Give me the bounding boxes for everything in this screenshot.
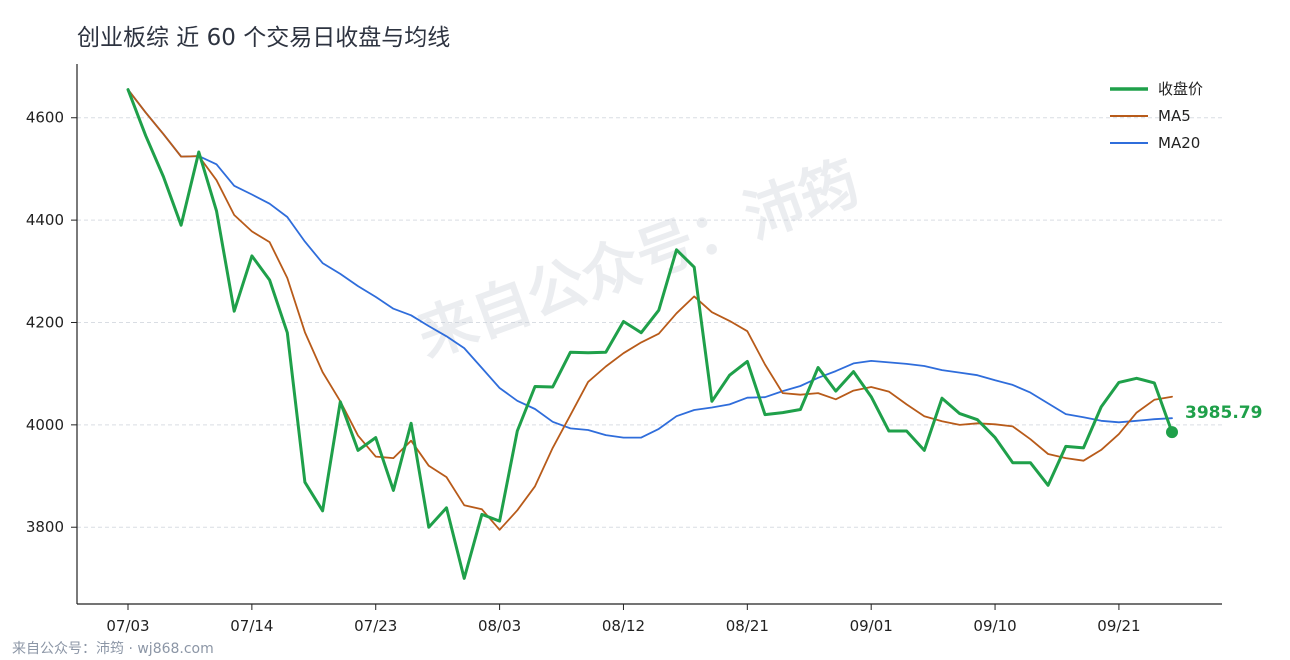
legend: 收盘价 MA5 MA20: [1110, 80, 1203, 152]
x-tick-label: 09/01: [850, 617, 893, 635]
series-line-ma5: [127, 88, 1173, 531]
x-tick-label: 08/03: [478, 617, 521, 635]
chart-title: 创业板综 近 60 个交易日收盘与均线: [77, 25, 451, 51]
last-point-marker: [1166, 426, 1178, 439]
x-tick-label: 08/12: [602, 617, 645, 635]
x-tick-label: 09/10: [973, 617, 1016, 635]
source-footer: 来自公众号：沛筠 · wj868.com: [12, 641, 214, 657]
y-tick-label: 4400: [26, 211, 64, 229]
x-tick-label: 07/23: [354, 617, 397, 635]
series-line-close: [126, 88, 1174, 580]
x-tick-label: 07/14: [230, 617, 273, 635]
axes: 3800 4000 4200 4400 4600 07/03 07/14 07/23 08/03…: [26, 64, 1222, 635]
x-tick-label: 07/03: [106, 617, 149, 635]
y-tick-label: 3800: [26, 518, 64, 536]
last-value-label: 3985.79: [1185, 403, 1262, 423]
legend-label: MA20: [1158, 134, 1200, 152]
series-line-ma20: [127, 88, 1173, 439]
y-tick-label: 4600: [26, 109, 64, 127]
legend-label: MA5: [1158, 107, 1191, 125]
grid-lines: [77, 117, 1222, 528]
y-tick-label: 4000: [26, 416, 64, 434]
y-tick-label: 4200: [26, 313, 64, 331]
x-tick-label: 09/21: [1097, 617, 1140, 635]
legend-label: 收盘价: [1158, 80, 1203, 98]
watermark: 来自公众号：沛筠: [409, 148, 868, 371]
series-lines: 3985.79: [126, 88, 1262, 580]
x-tick-label: 08/21: [726, 617, 769, 635]
